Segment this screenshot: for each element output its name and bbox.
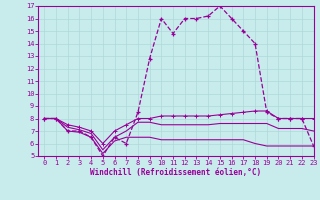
- X-axis label: Windchill (Refroidissement éolien,°C): Windchill (Refroidissement éolien,°C): [91, 168, 261, 177]
